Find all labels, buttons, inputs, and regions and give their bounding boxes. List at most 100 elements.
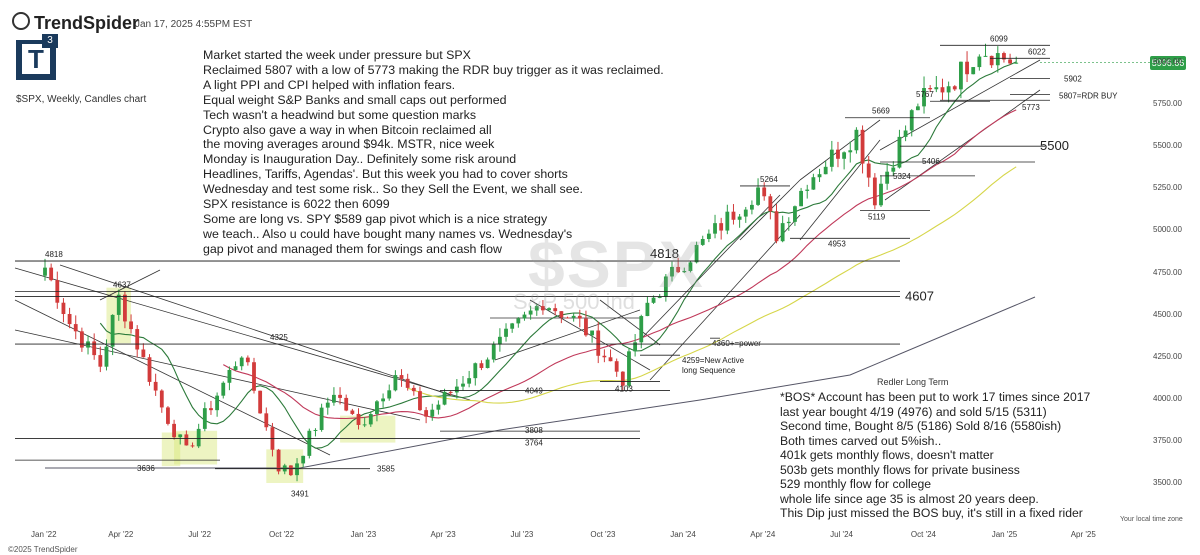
y-tick-label: 5500.00 <box>1153 141 1182 151</box>
x-tick-label: Jul '22 <box>188 530 212 539</box>
candle-body <box>713 223 717 234</box>
candle-body <box>897 136 902 168</box>
candle-body <box>522 314 527 319</box>
level-label: 6022 <box>1028 47 1046 56</box>
candle-body <box>1014 62 1019 64</box>
candle-body <box>879 183 883 206</box>
candle-body <box>141 349 146 358</box>
candle-body <box>332 394 336 403</box>
level-label: 4103 <box>615 384 633 393</box>
candle-body <box>547 308 551 311</box>
candle-body <box>836 149 840 159</box>
candle-body <box>915 106 920 111</box>
candle-body <box>245 357 250 363</box>
candle-body <box>436 404 441 410</box>
candle-body <box>362 424 367 426</box>
candle-body <box>768 196 773 212</box>
candle-body <box>215 395 220 411</box>
candle-body <box>252 362 256 391</box>
candle-body <box>688 262 693 272</box>
candle-body <box>239 357 244 367</box>
bos-notes: *BOS* Account has been put to work 17 ti… <box>780 390 1090 521</box>
commentary-line: Reclaimed 5807 with a low of 5773 making… <box>203 62 664 77</box>
commentary-text: Market started the week under pressure b… <box>203 48 664 257</box>
candle-body <box>553 308 558 312</box>
footer-copyright: ©2025 TrendSpider <box>8 545 78 554</box>
candle-body <box>202 408 207 429</box>
candle-body <box>559 311 564 318</box>
candle-body <box>135 329 140 350</box>
y-tick-label: 4750.00 <box>1153 267 1182 277</box>
candle-body <box>172 423 176 438</box>
candle-body <box>424 410 429 417</box>
candle-body <box>700 238 705 245</box>
candle-body <box>411 387 416 392</box>
candle-body <box>344 397 349 411</box>
commentary-line: we teach.. Also u could have bought many… <box>203 226 573 241</box>
candle-body <box>92 341 97 356</box>
candle-body <box>276 449 281 472</box>
candle-body <box>461 383 465 387</box>
trendspider-icon <box>12 12 30 30</box>
commentary-line: Market started the week under pressure b… <box>203 48 471 62</box>
candle-body <box>872 177 877 206</box>
candle-body <box>485 359 490 369</box>
x-tick-label: Apr '22 <box>108 530 134 539</box>
candle-body <box>1008 59 1012 64</box>
candle-body <box>479 363 484 369</box>
candle-body <box>971 67 976 75</box>
candle-body <box>682 271 687 273</box>
x-tick-label: Apr '23 <box>430 530 456 539</box>
candle-body <box>123 294 127 322</box>
x-tick-label: Jan '25 <box>991 530 1018 539</box>
commentary-line: the moving averages around $94k. MSTR, n… <box>203 137 495 152</box>
y-tick-label: 5750.00 <box>1153 99 1182 109</box>
candle-body <box>860 129 865 164</box>
candle-body <box>510 323 515 329</box>
candle-body <box>454 386 459 393</box>
candle-body <box>393 375 398 391</box>
commentary-line: Some are long vs. SPY $589 gap pivot whi… <box>203 211 548 226</box>
commentary-line: Equal weight S&P Banks and small caps ou… <box>203 92 507 107</box>
level-label: 5669 <box>872 107 890 116</box>
candle-body <box>497 336 502 345</box>
candle-body <box>891 167 896 172</box>
candle-body <box>430 409 435 417</box>
candle-body <box>338 394 342 398</box>
candle-body <box>842 152 847 159</box>
candle-body <box>805 189 810 191</box>
candle-body <box>934 87 939 90</box>
y-tick-label: 3500.00 <box>1153 478 1182 487</box>
candle-body <box>719 223 724 231</box>
candle-body <box>79 331 84 348</box>
candle-body <box>467 378 472 384</box>
y-tick-label: 5000.00 <box>1153 225 1182 235</box>
chart-datetime: Jan 17, 2025 4:55PM EST <box>135 19 253 30</box>
bos-line: 529 monthly flow for college <box>780 477 932 492</box>
level-label: 3491 <box>291 490 309 499</box>
candle-body <box>639 316 644 343</box>
candle-body <box>295 463 299 476</box>
candle-body <box>928 88 933 90</box>
last-price-badge: 5996.66 <box>1150 56 1186 70</box>
level-label: 4325 <box>270 333 288 342</box>
candle-body <box>147 357 152 382</box>
x-tick-label: Jul '24 <box>830 530 853 539</box>
candle-body <box>799 190 803 207</box>
candle-body <box>817 174 822 178</box>
trend-line <box>649 214 801 381</box>
level-label: 4259=New Active <box>682 356 745 365</box>
brand-name: TrendSpider <box>34 13 140 33</box>
level-label: 5264 <box>760 175 778 184</box>
candle-body <box>491 344 496 360</box>
watermark-symbol: $SPX <box>528 227 705 301</box>
candle-body <box>541 306 545 311</box>
level-label: 5773 <box>1022 103 1040 112</box>
candle-body <box>159 390 164 408</box>
candle-body <box>368 414 373 425</box>
trend-line <box>799 119 881 181</box>
highlight-zone <box>340 415 396 443</box>
commentary-line: SPX resistance is 6022 then 6099 <box>203 197 390 212</box>
logo-letter: T <box>22 44 50 74</box>
